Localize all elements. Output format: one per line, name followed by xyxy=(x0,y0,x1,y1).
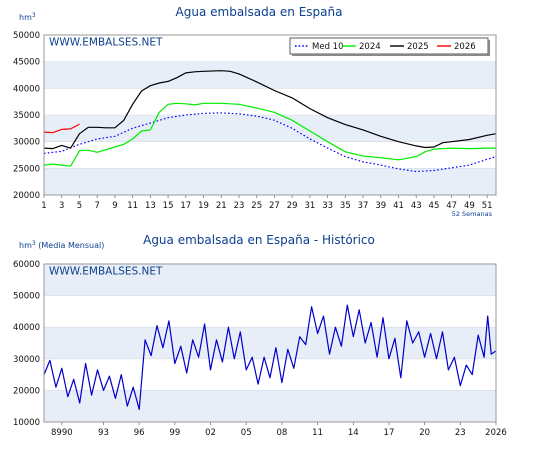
band-group xyxy=(44,264,496,422)
grid-band xyxy=(44,264,496,296)
series-line-med-10 xyxy=(43,112,497,173)
y-unit-label: hm3 xyxy=(19,12,36,22)
x-tick-label: 17 xyxy=(384,428,395,438)
y-unit-superscript: 3 xyxy=(32,240,36,247)
historical-chart: Agua embalsada en España - Histórico hm3… xyxy=(13,233,507,438)
watermark: WWW.EMBALSES.NET xyxy=(49,37,163,49)
y-unit-label: hm3 (Media Mensual) xyxy=(19,240,104,250)
x-tick-label: 08 xyxy=(276,428,287,438)
x-tick-label: 23 xyxy=(234,201,245,211)
x-tick-label: 37 xyxy=(358,201,369,211)
x-tick-label: 11 xyxy=(312,428,323,438)
x-tick-label: 96 xyxy=(134,428,145,438)
x-tick-label: 19 xyxy=(198,201,209,211)
grid-band xyxy=(44,390,496,422)
x-tick-label: 05 xyxy=(241,428,252,438)
weekly-chart: Agua embalsada en España hm3 20000250003… xyxy=(13,5,497,218)
x-tick-label: 33 xyxy=(322,201,333,211)
y-unit-superscript: 3 xyxy=(32,12,36,19)
legend-label-2026: 2026 xyxy=(454,42,476,52)
x-tick-label: 17 xyxy=(180,201,191,211)
legend: Med 10 2024 2025 2026 xyxy=(289,37,490,56)
x-tick-label: 41 xyxy=(393,201,404,211)
x-tick-label: 14 xyxy=(348,428,359,438)
series-group xyxy=(43,304,497,410)
legend-shadow-bottom xyxy=(292,54,490,56)
x-tick-label: 7 xyxy=(94,201,99,211)
y-tick-label: 20000 xyxy=(13,191,40,201)
series-line-historical xyxy=(43,304,497,410)
x-tick-group: 8990 93 96 99 02 05 08 11 14 17 20 23 2026 xyxy=(51,422,507,438)
grid-band xyxy=(44,327,496,359)
x-tick-label: 39 xyxy=(375,201,386,211)
x-tick-label: 5 xyxy=(77,201,82,211)
x-tick-label: 31 xyxy=(304,201,315,211)
y-tick-label: 30000 xyxy=(13,355,40,365)
x-tick-label: 25 xyxy=(251,201,262,211)
band-group xyxy=(44,61,496,195)
x-tick-label: 21 xyxy=(216,201,227,211)
legend-label-med10: Med 10 xyxy=(312,42,343,52)
y-tick-label: 60000 xyxy=(13,260,40,270)
chart-title: Agua embalsada en España xyxy=(176,5,343,19)
x-tick-label: 99 xyxy=(169,428,180,438)
chart-title: Agua embalsada en España - Histórico xyxy=(143,233,375,247)
x-tick-label: 35 xyxy=(340,201,351,211)
y-tick-label: 50000 xyxy=(13,292,40,302)
x-tick-label: 3 xyxy=(59,201,64,211)
x-tick-label: 51 xyxy=(482,201,493,211)
legend-label-2025: 2025 xyxy=(407,42,429,52)
y-tick-label: 10000 xyxy=(13,418,40,428)
x-tick-label: 45 xyxy=(429,201,440,211)
x-tick-label: 43 xyxy=(411,201,422,211)
grid-group xyxy=(44,295,496,391)
plot-frame xyxy=(43,34,497,196)
x-tick-label: 11 xyxy=(127,201,138,211)
y-tick-label: 45000 xyxy=(13,58,40,68)
y-tick-label: 40000 xyxy=(13,84,40,94)
series-line-2025 xyxy=(43,70,497,150)
x-tick-label: 27 xyxy=(269,201,280,211)
x-tick-label: 9 xyxy=(112,201,117,211)
x-tick-label: 47 xyxy=(446,201,457,211)
x-tick-label: 15 xyxy=(163,201,174,211)
plot-frame xyxy=(43,263,497,423)
x-tick-label: 2026 xyxy=(485,428,507,438)
series-line-2026 xyxy=(43,123,80,134)
y-tick-label: 50000 xyxy=(13,31,40,41)
y-tick-label: 25000 xyxy=(13,164,40,174)
y-tick-label: 20000 xyxy=(13,386,40,396)
x-tick-label: 13 xyxy=(145,201,156,211)
grid-band xyxy=(44,168,496,195)
y-tick-label: 30000 xyxy=(13,138,40,148)
y-tick-group: 20000 25000 30000 35000 40000 45000 50000 xyxy=(13,31,40,201)
y-unit-text: hm xyxy=(19,241,32,250)
y-tick-label: 40000 xyxy=(13,323,40,333)
y-unit-text: hm xyxy=(19,13,32,22)
x-tick-label: 49 xyxy=(464,201,475,211)
grid-band xyxy=(44,61,496,89)
legend-label-2024: 2024 xyxy=(359,42,381,52)
x-tick-label: 02 xyxy=(205,428,216,438)
series-line-2024 xyxy=(43,102,496,167)
watermark: WWW.EMBALSES.NET xyxy=(49,266,163,278)
x-tick-label: 93 xyxy=(98,428,109,438)
x-tick-group: 1 3 5 7 9 11 13 15 17 19 21 23 25 27 29 31 33 35 37 39 41 43 4… xyxy=(41,195,493,211)
y-tick-group: 10000 20000 30000 40000 50000 60000 xyxy=(13,260,40,428)
legend-shadow xyxy=(488,40,490,56)
x-tick-label: 1 xyxy=(41,201,46,211)
x-tick-label: 23 xyxy=(455,428,466,438)
x-tick-label: 20 xyxy=(419,428,430,438)
y-tick-label: 35000 xyxy=(13,111,40,121)
x-axis-suffix: 52 Semanas xyxy=(452,210,493,218)
x-tick-label: 8990 xyxy=(51,428,73,438)
y-unit-note: (Media Mensual) xyxy=(36,241,105,250)
x-tick-label: 29 xyxy=(287,201,298,211)
series-group xyxy=(43,70,497,173)
